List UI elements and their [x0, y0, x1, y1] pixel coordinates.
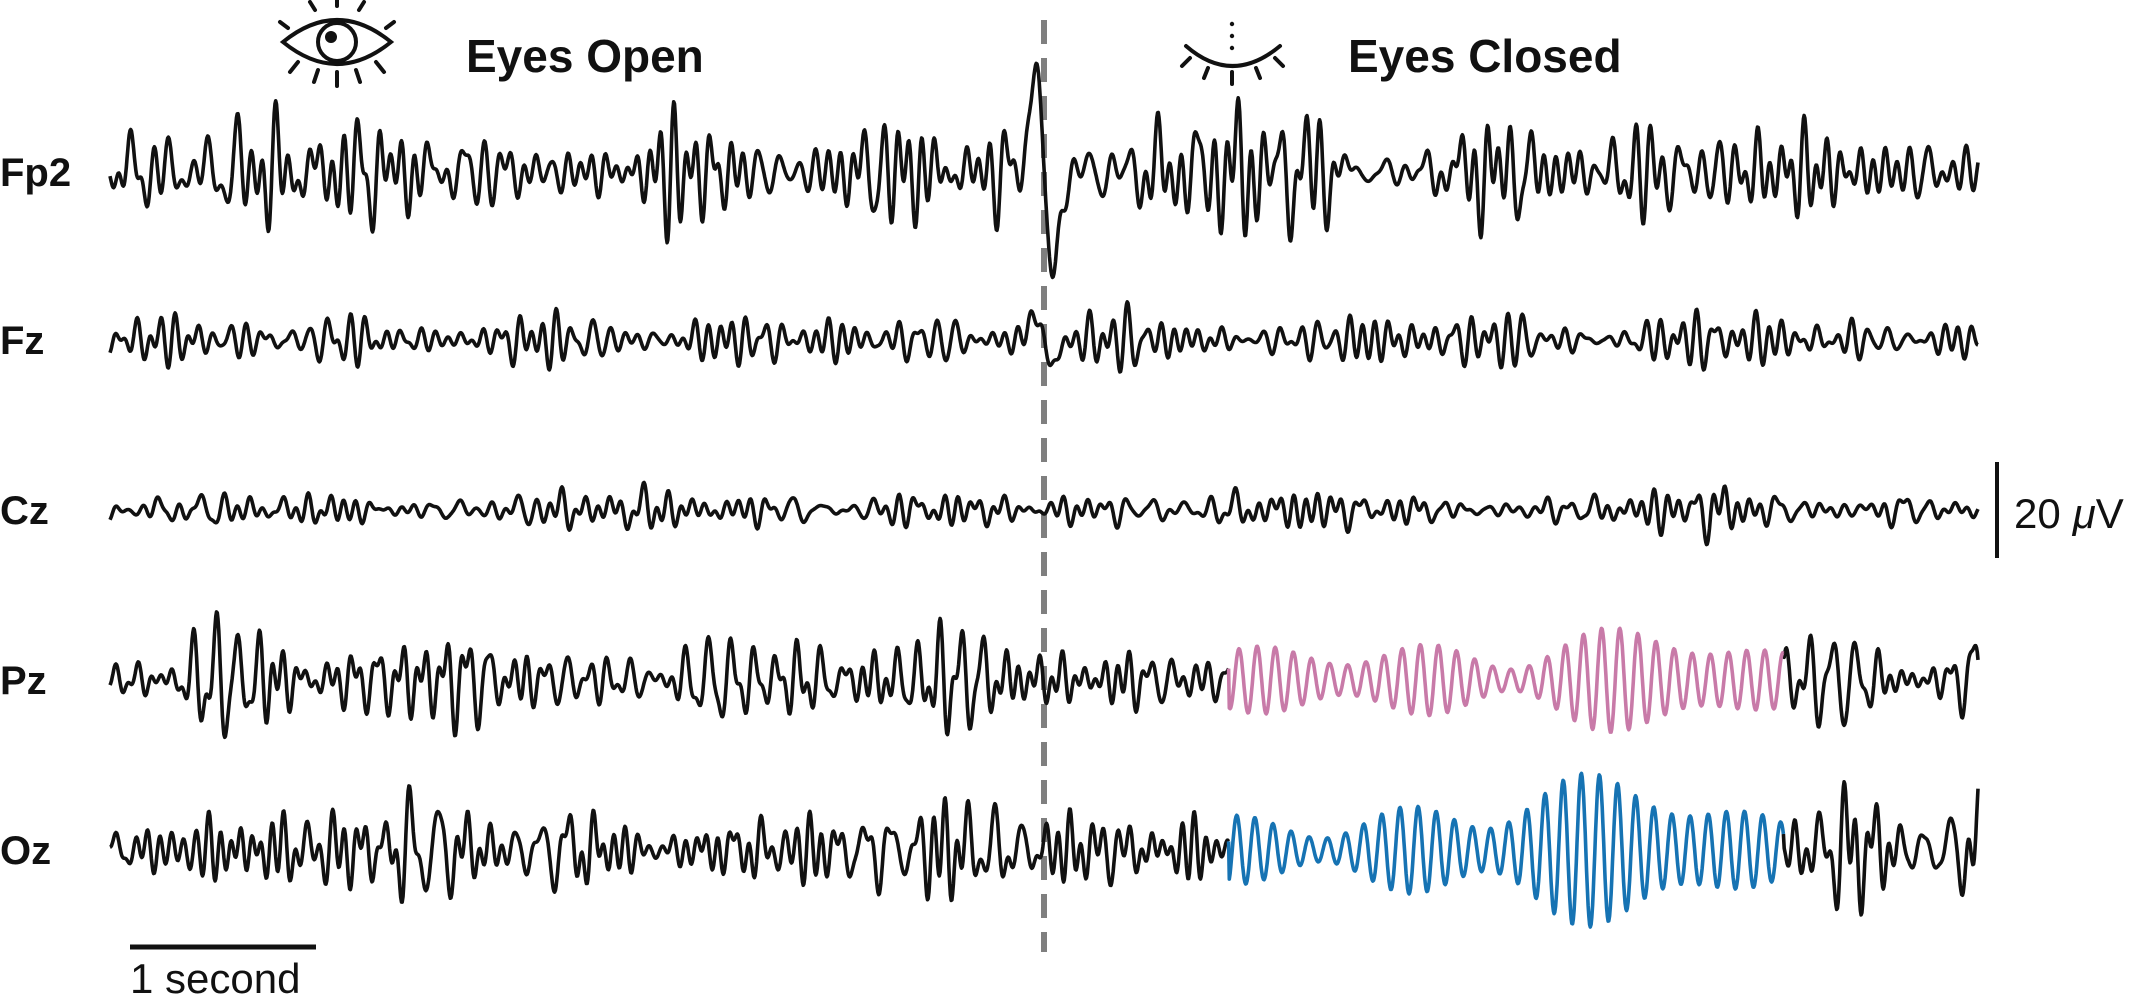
eeg-trace-oz-1: [110, 786, 1229, 902]
amplitude-scale-label: 20 μV: [2014, 490, 2124, 537]
eeg-trace-fp2: [110, 63, 1978, 277]
amplitude-scale-unit: V: [2096, 490, 2124, 537]
eeg-trace-oz-2: [1783, 782, 1978, 915]
channel-label-fz: Fz: [0, 319, 44, 363]
alpha-burst-oz: [1229, 773, 1784, 927]
closed-eye-icon: [1182, 22, 1283, 84]
condition-label-open: Eyes Open: [466, 30, 704, 82]
amplitude-scale-value: 20: [2014, 490, 2061, 537]
alpha-burst-pz: [1229, 628, 1784, 732]
channel-label-fp2: Fp2: [0, 151, 71, 195]
eeg-trace-pz-1: [110, 612, 1229, 737]
channel-label-oz: Oz: [0, 829, 51, 873]
eeg-trace-fz: [110, 302, 1978, 372]
amplitude-scale-prefix: μ: [2072, 490, 2096, 537]
channel-label-cz: Cz: [0, 489, 49, 533]
channel-label-pz: Pz: [0, 659, 47, 703]
time-scale-label: 1 second: [130, 955, 300, 997]
eeg-trace-pz-2: [1783, 635, 1978, 727]
open-eye-icon: [280, 0, 394, 86]
condition-label-closed: Eyes Closed: [1348, 30, 1622, 82]
